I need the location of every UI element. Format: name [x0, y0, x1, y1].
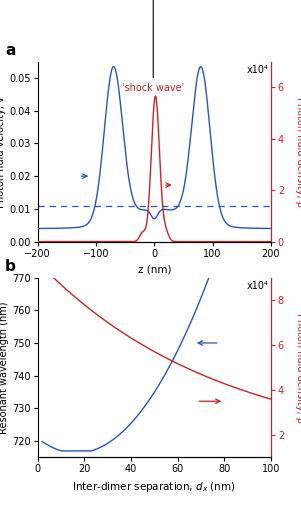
Text: a: a — [5, 43, 15, 58]
Text: 'shock wave': 'shock wave' — [122, 0, 184, 93]
Y-axis label: Photon fluid density, ρ: Photon fluid density, ρ — [295, 313, 301, 423]
Text: x10⁴: x10⁴ — [247, 281, 268, 291]
X-axis label: z (nm): z (nm) — [138, 264, 171, 274]
Y-axis label: Resonant wavelength (nm): Resonant wavelength (nm) — [0, 301, 9, 434]
Y-axis label: Photon fluid velocity, v: Photon fluid velocity, v — [0, 96, 6, 208]
Y-axis label: Photon fluid density, ρ: Photon fluid density, ρ — [295, 97, 301, 207]
Text: b: b — [5, 259, 16, 274]
X-axis label: Inter-dimer separation, $d_x$ (nm): Inter-dimer separation, $d_x$ (nm) — [72, 480, 236, 494]
Text: x10⁴: x10⁴ — [247, 65, 268, 75]
